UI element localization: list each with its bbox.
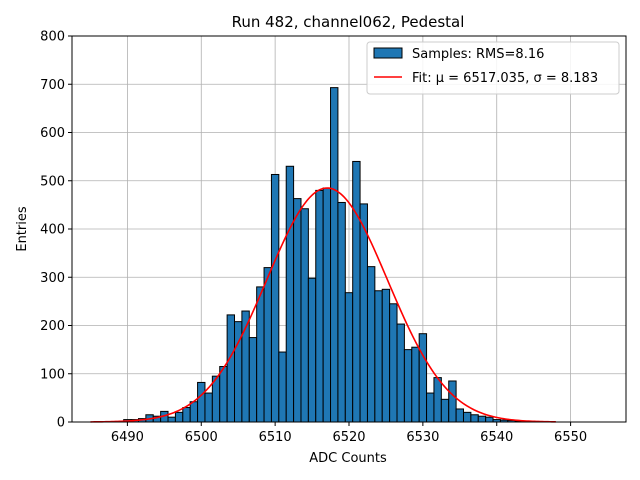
fit-curve [90,187,556,423]
histogram-bar [189,401,199,423]
x-tick-label: 6520 [332,430,365,445]
histogram-bar [396,323,405,423]
histogram-bar [344,292,354,423]
y-tick-label: 500 [40,174,65,189]
x-tick-label: 6550 [554,430,587,445]
histogram-bar [293,198,302,423]
histogram-bar [307,277,317,423]
histogram-bar [418,333,428,423]
histogram-bar [426,392,435,423]
histogram-bar [440,398,450,423]
x-tick-label: 6540 [480,430,513,445]
histogram-bar [300,208,309,423]
histogram-bar [248,337,258,423]
y-axis-label: Entries [15,206,30,252]
histogram-bar [403,349,413,423]
histogram-bar [389,303,398,423]
histogram-bar [219,366,228,423]
histogram-bar [174,411,184,423]
histogram-bar [263,267,272,423]
y-axis-ticks: 0 100 200 300 400 500 600 700 800 [40,30,72,431]
histogram-bar [197,381,206,423]
fit-curve-layer [90,187,556,423]
y-tick-label: 800 [40,30,65,45]
histogram-bar [226,314,236,423]
histogram-bar [374,290,383,423]
histogram-bar [204,392,213,423]
chart-title: Run 482, channel062, Pedestal [232,13,465,31]
legend-label-fit: Fit: μ = 6517.035, σ = 8.183 [412,71,598,86]
x-tick-label: 6490 [111,430,144,445]
histogram-bar [337,201,346,423]
histogram-bar [411,346,420,423]
y-tick-label: 700 [40,78,65,93]
y-tick-label: 100 [40,367,65,382]
x-axis-label: ADC Counts [309,451,387,466]
legend: Samples: RMS=8.16 Fit: μ = 6517.035, σ =… [366,41,620,95]
histogram-bar [270,173,280,423]
histogram-bar [330,87,339,423]
legend-box [366,41,620,95]
histogram-bar [322,187,332,423]
legend-swatch-samples [373,47,403,59]
histogram-bar [315,189,324,423]
grid [72,35,626,423]
x-tick-label: 6530 [406,430,439,445]
histogram-bar [455,408,464,423]
histogram-bar [182,407,191,423]
histogram-bar [433,377,442,423]
histogram-bar [278,351,287,423]
histogram-bar [462,411,472,423]
y-tick-label: 600 [40,126,65,141]
y-tick-label: 400 [40,223,65,238]
legend-label-samples: Samples: RMS=8.16 [412,47,544,62]
y-tick-label: 200 [40,319,65,334]
histogram-bar [167,416,176,423]
x-tick-label: 6500 [185,430,218,445]
x-axis-ticks: 6490 6500 6510 6520 6530 6540 6550 [111,422,587,445]
histogram-bar [470,414,479,423]
histogram-bars [123,87,531,423]
histogram-bar [359,203,368,423]
histogram-bar [381,288,391,423]
y-tick-label: 300 [40,271,65,286]
x-tick-label: 6510 [259,430,292,445]
histogram-bar [448,380,457,423]
histogram-bar [256,286,265,423]
histogram-bar [285,165,295,423]
histogram-bar [352,160,361,423]
y-tick-label: 0 [57,416,65,431]
histogram-bar [366,266,376,423]
histogram-bar [477,415,487,423]
histogram-bar [485,416,494,423]
